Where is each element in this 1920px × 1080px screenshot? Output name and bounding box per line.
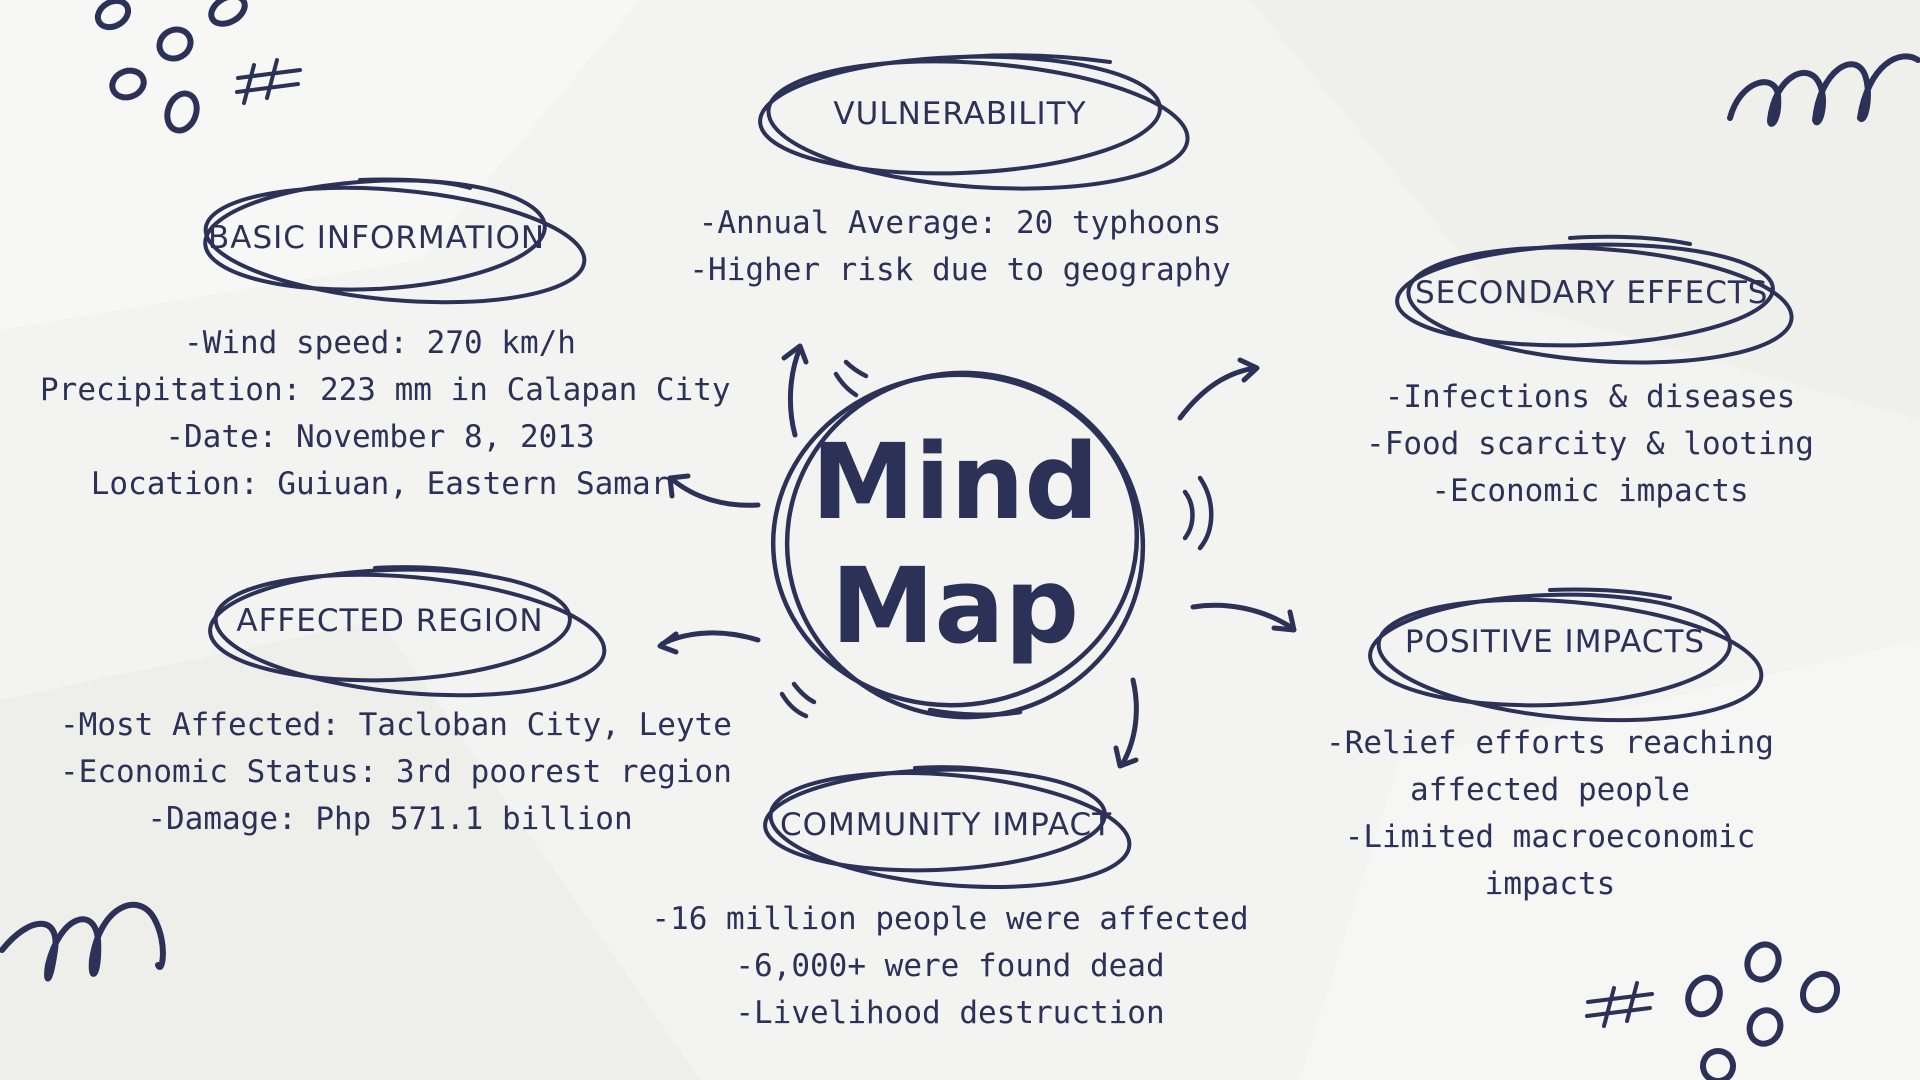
basic-information-ellipse [203,177,587,305]
arrow-to-community-impact [1113,677,1139,769]
center-ellipse [770,370,1146,720]
arrow-to-secondary-effects [1177,357,1260,421]
positive-impacts-ellipse [1368,587,1764,723]
affected-region-item: -Damage: Php 571.1 billion [147,801,633,837]
basic-information-item: Location: Guiuan, Eastern Samar [90,466,670,502]
circle-doodles-top-left [94,0,248,134]
basic-information-details: -Wind speed: 270 km/h Precipitation: 223… [40,320,731,508]
community-impact-item: -Livelihood destruction [735,995,1165,1031]
hash-doodle-top-left [235,58,302,105]
arrow-to-vulnerability [781,343,809,438]
arrow-to-basic-information [667,473,761,508]
secondary-effects-item: -Economic impacts [1431,473,1749,509]
heading-affected-region: AFFECTED REGION [236,603,544,639]
community-impact-details: -16 million people were affected -6,000+… [640,896,1260,1037]
affected-region-ellipse [208,565,607,698]
center-title-line1: Mind [811,421,1099,543]
vulnerability-item: -Annual Average: 20 typhoons [698,205,1222,241]
basic-information-item: -Wind speed: 270 km/h [184,325,576,361]
positive-impacts-item: affected people [1410,772,1690,808]
loop-doodle-bottom-left [0,901,166,982]
positive-impacts-details: -Relief efforts reaching affected people… [1300,720,1800,908]
affected-region-details: -Most Affected: Tacloban City, Leyte -Ec… [60,702,732,843]
positive-impacts-item: impacts [1484,866,1616,902]
affected-region-item: -Most Affected: Tacloban City, Leyte [60,707,732,743]
arrow-to-positive-impacts [1190,602,1297,633]
community-impact-item: -16 million people were affected [651,901,1249,937]
circle-doodles-bottom-right [1685,941,1841,1080]
basic-information-item: -Date: November 8, 2013 [165,419,595,455]
community-impact-item: -6,000+ were found dead [735,948,1165,984]
vulnerability-details: -Annual Average: 20 typhoons -Higher ris… [660,200,1260,294]
loop-doodle-top-right [1727,53,1920,127]
heading-basic-information: BASIC INFORMATION [208,220,546,256]
affected-region-item: -Economic Status: 3rd poorest region [60,754,732,790]
secondary-effects-details: -Infections & diseases -Food scarcity & … [1340,374,1840,515]
center-title-line2: Map [830,545,1080,667]
center-title: Mind Map [810,420,1100,668]
positive-impacts-item: -Limited macroeconomic [1344,819,1756,855]
secondary-effects-ellipse [1395,234,1794,365]
vulnerability-item: -Higher risk due to geography [689,252,1231,288]
heading-vulnerability: VULNERABILITY [833,96,1087,132]
positive-impacts-item: -Relief efforts reaching [1326,725,1774,761]
heading-community-impact: COMMUNITY IMPACT [780,807,1113,843]
community-impact-ellipse [763,765,1132,889]
vulnerability-ellipse [758,53,1190,191]
heading-secondary-effects: SECONDARY EFFECTS [1415,275,1769,311]
secondary-effects-item: -Food scarcity & looting [1366,426,1814,462]
arrow-to-affected-region [657,630,761,655]
hash-doodle-bottom-right [1585,981,1654,1028]
heading-positive-impacts: POSITIVE IMPACTS [1404,624,1706,660]
basic-information-item: Precipitation: 223 mm in Calapan City [40,372,731,408]
emphasis-strokes [779,359,1214,719]
secondary-effects-item: -Infections & diseases [1384,379,1796,415]
